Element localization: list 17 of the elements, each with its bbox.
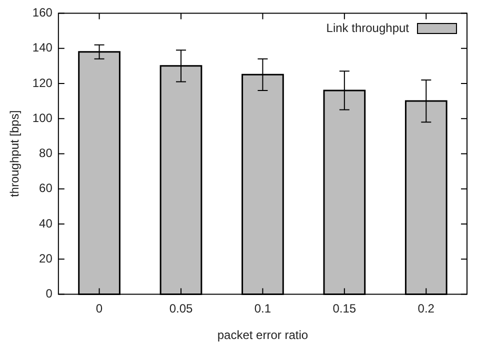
y-tick-label: 120: [32, 76, 53, 90]
x-axis-title: packet error ratio: [217, 328, 308, 342]
legend-label: Link throughput: [326, 21, 409, 36]
y-tick-label: 100: [32, 110, 53, 125]
y-tick-label: 140: [32, 40, 53, 55]
y-tick-label: 0: [46, 286, 53, 301]
x-tick-label: 0.2: [418, 302, 435, 316]
x-tick-label: 0.15: [332, 302, 356, 316]
x-tick-label: 0.05: [169, 302, 193, 316]
y-tick-label: 40: [39, 216, 53, 230]
y-tick-label: 80: [39, 146, 53, 160]
y-axis-title: throughput [bps]: [8, 110, 22, 198]
y-tick-label: 160: [32, 6, 53, 20]
x-tick-label: 0: [96, 302, 103, 316]
y-tick-label: 60: [39, 181, 53, 196]
y-tick-label: 20: [39, 251, 53, 266]
x-tick-label: 0.1: [254, 302, 272, 316]
